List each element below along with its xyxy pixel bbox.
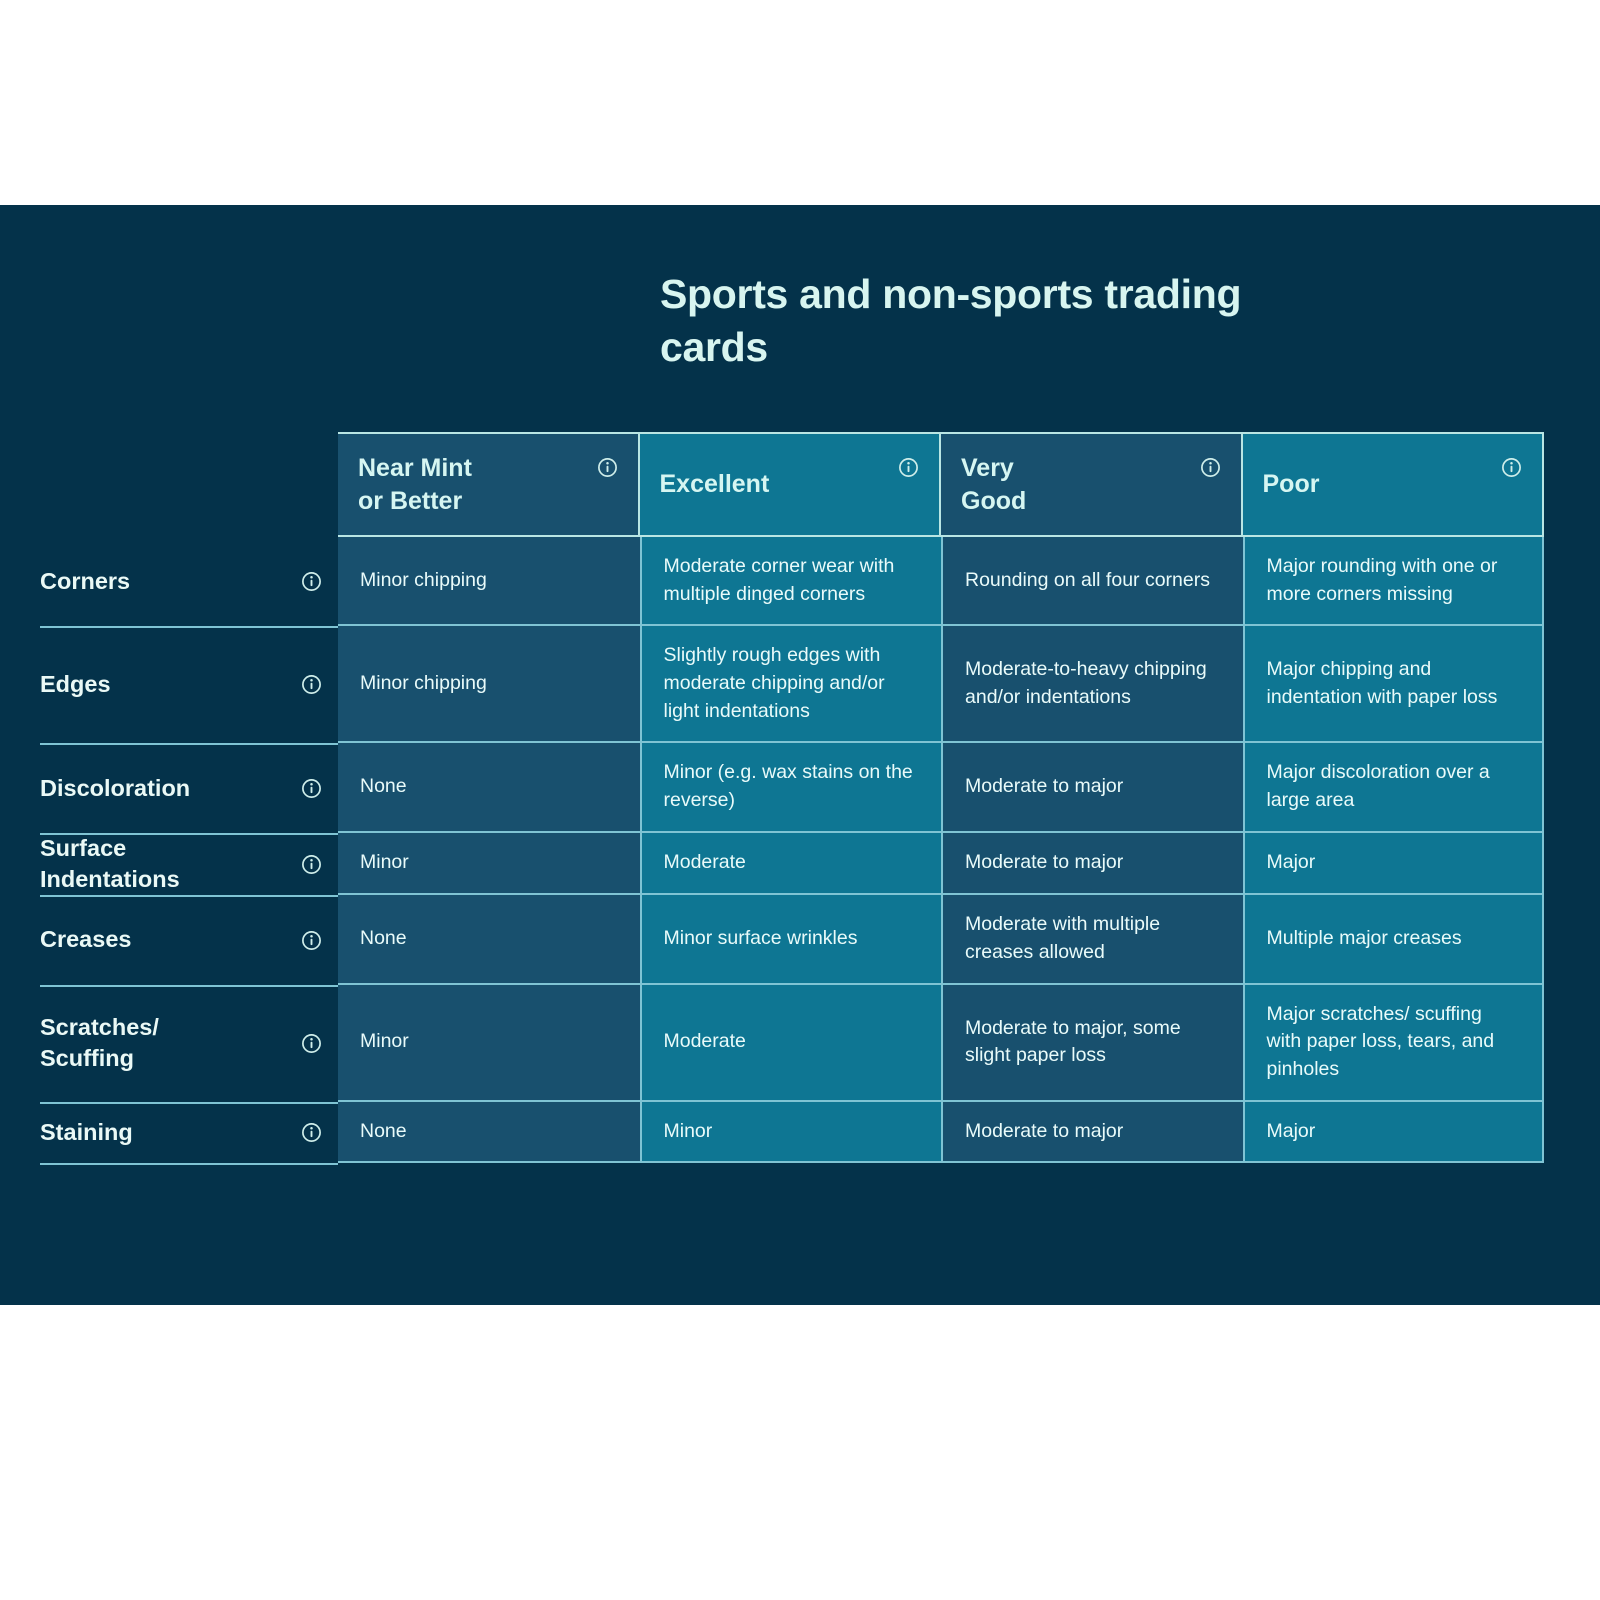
info-icon[interactable] [301, 674, 322, 695]
info-icon[interactable] [301, 854, 322, 875]
row-label-text: Staining [40, 1118, 133, 1145]
table-cell: Minor (e.g. wax stains on the reverse) [639, 743, 941, 833]
table-row: Staining None Minor Moderate to major Major [36, 1101, 1544, 1166]
info-icon[interactable] [898, 457, 919, 478]
table-cell: Major [1242, 1101, 1544, 1164]
column-header-1[interactable]: Excellent [639, 432, 941, 537]
table-cell: Multiple major creases [1242, 895, 1544, 985]
table-cell: Moderate with multiple creases allowed [941, 895, 1243, 985]
table-cell: Moderate [639, 832, 941, 896]
header-corner-spacer [36, 432, 338, 537]
table-cell: Major chipping and indentation with pape… [1242, 626, 1544, 744]
table-cell: Moderate to major [941, 832, 1243, 896]
table-cell: Moderate [639, 984, 941, 1102]
info-icon[interactable] [301, 930, 322, 951]
table-cell: None [338, 743, 640, 833]
table-row: Corners Minor chipping Moderate corner wea… [36, 537, 1544, 629]
column-header-label: Excellent [659, 470, 770, 499]
table-cell: Minor chipping [338, 537, 640, 627]
column-header-label: Very Good [961, 454, 1027, 515]
row-label-text: Surface Indentations [40, 834, 180, 893]
table-cell: Moderate to major [941, 1101, 1243, 1164]
column-header-2[interactable]: Very Good [941, 432, 1243, 537]
row-label-text: Edges [40, 671, 111, 698]
info-icon[interactable] [301, 778, 322, 799]
table-header-row: Near Mint or Better Excellent Very Good Poor [36, 432, 1544, 537]
row-label-1[interactable]: Edges [36, 626, 338, 746]
table-row: Edges Minor chipping Slightly rough edges … [36, 626, 1544, 746]
table-cell: Slightly rough edges with moderate chipp… [639, 626, 941, 744]
table-cell: Minor chipping [338, 626, 640, 744]
table-cell: Moderate-to-heavy chipping and/or indent… [941, 626, 1243, 744]
row-label-4[interactable]: Creases [36, 895, 338, 988]
column-header-info[interactable] [898, 454, 919, 487]
table-cell: Minor [338, 984, 640, 1102]
info-icon[interactable] [301, 1122, 322, 1143]
info-icon[interactable] [597, 457, 618, 478]
column-header-label: Poor [1262, 470, 1320, 499]
row-label-2[interactable]: Discoloration [36, 743, 338, 836]
table-cell: Minor [338, 832, 640, 896]
table-cell: Moderate to major, some slight paper los… [941, 984, 1243, 1102]
table-cell: Minor [639, 1101, 941, 1164]
grading-standards-table: Near Mint or Better Excellent Very Good Poor … [36, 432, 1544, 1166]
column-header-info[interactable] [1200, 454, 1221, 487]
row-label-0[interactable]: Corners [36, 537, 338, 629]
table-cell: Rounding on all four corners [941, 537, 1243, 627]
table-cell: Major discoloration over a large area [1242, 743, 1544, 833]
column-header-info[interactable] [597, 454, 618, 487]
table-cell: Moderate corner wear with multiple dinge… [639, 537, 941, 627]
row-label-text: Corners [40, 568, 131, 595]
table-cell: None [338, 895, 640, 985]
row-label-text: Scratches/Scuffing [40, 1013, 159, 1072]
table-cell: Major scratches/ scuffing with paper los… [1242, 984, 1544, 1102]
table-cell: None [338, 1101, 640, 1164]
table-cell: Major rounding with one or more corners … [1242, 537, 1544, 627]
row-label-text: Discoloration [40, 774, 191, 801]
info-icon[interactable] [301, 1033, 322, 1054]
table-row: Surface Indentations Minor Moderate Moderate… [36, 832, 1544, 897]
info-icon[interactable] [1200, 457, 1221, 478]
row-label-6[interactable]: Staining [36, 1102, 338, 1166]
column-header-0[interactable]: Near Mint or Better [338, 432, 640, 537]
info-icon[interactable] [301, 571, 322, 592]
table-cell: Moderate to major [941, 743, 1243, 833]
table-cell: Minor surface wrinkles [639, 895, 941, 985]
column-header-label: Near Mint or Better [358, 454, 472, 515]
row-label-text: Creases [40, 926, 132, 953]
column-header-info[interactable] [1501, 454, 1522, 487]
row-label-3[interactable]: Surface Indentations [36, 833, 338, 897]
table-row: Discoloration None Minor (e.g. wax stains … [36, 743, 1544, 836]
table-row: Creases None Minor surface wrinkles Moderat… [36, 895, 1544, 988]
info-icon[interactable] [1501, 457, 1522, 478]
table-cell: Major [1242, 832, 1544, 896]
row-label-5[interactable]: Scratches/Scuffing [36, 985, 338, 1104]
column-header-3[interactable]: Poor [1242, 432, 1544, 537]
table-row: Scratches/Scuffing Minor Moderate Moderate … [36, 984, 1544, 1104]
page-title: Sports and non-sports trading cards [660, 271, 1242, 370]
